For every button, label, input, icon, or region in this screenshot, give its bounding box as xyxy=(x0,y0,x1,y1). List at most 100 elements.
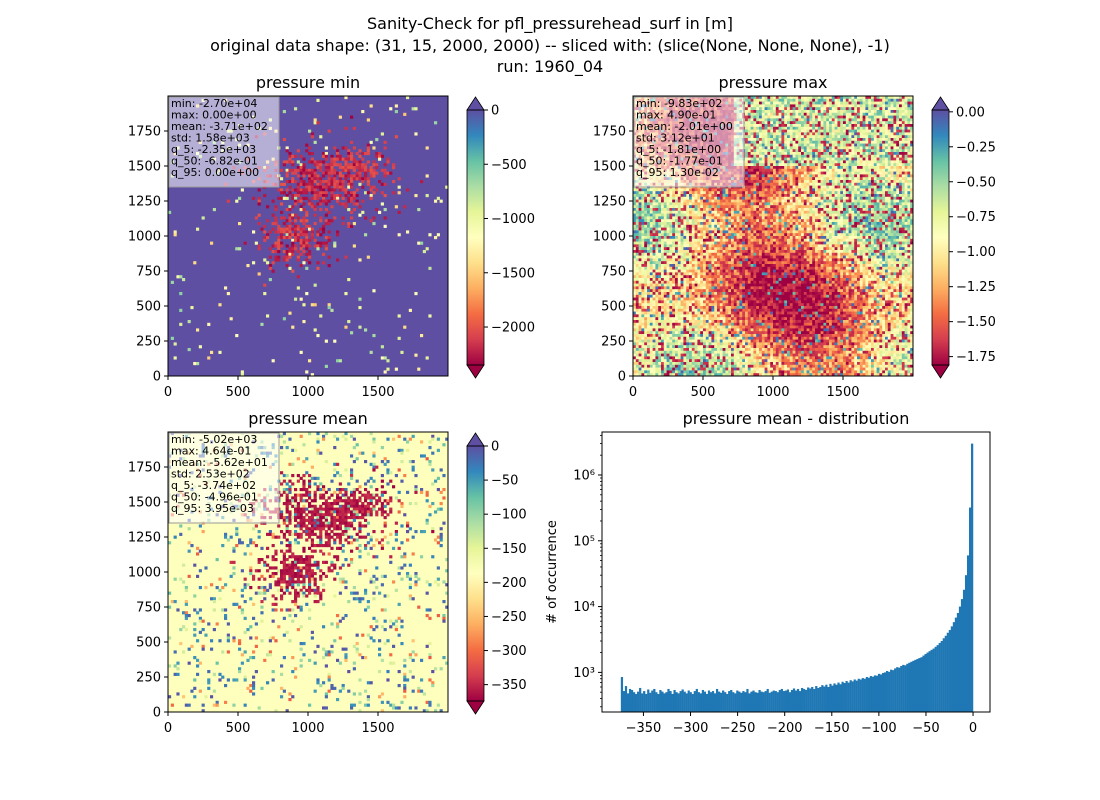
heatmap-cell xyxy=(795,124,799,128)
heatmap-cell xyxy=(394,205,398,209)
heatmap-cell xyxy=(753,107,757,111)
heatmap-cell xyxy=(837,124,841,128)
heatmap-cell xyxy=(803,188,807,192)
heatmap-cell xyxy=(775,163,779,167)
heatmap-cell xyxy=(820,140,824,144)
heatmap-cell xyxy=(669,199,673,203)
heatmap-cell xyxy=(761,107,765,111)
heatmap-cell xyxy=(890,163,894,167)
heatmap-cell xyxy=(417,208,421,212)
heatmap-cell xyxy=(843,138,847,142)
heatmap-cell xyxy=(787,110,791,114)
heatmap-cell xyxy=(756,154,760,158)
heatmap-cell xyxy=(747,135,751,139)
heatmap-cell xyxy=(719,202,723,206)
heatmap-cell xyxy=(885,160,889,164)
heatmap-cell xyxy=(308,224,312,228)
heatmap-cell xyxy=(899,115,903,119)
heatmap-cell xyxy=(781,196,785,200)
heatmap-cell xyxy=(840,110,844,114)
heatmap-cell xyxy=(787,101,791,105)
heatmap-cell xyxy=(316,174,320,178)
heatmap-cell xyxy=(333,180,337,184)
heatmap-cell xyxy=(285,224,289,228)
heatmap-cell xyxy=(422,250,426,254)
heatmap-cell xyxy=(829,157,833,161)
heatmap-cell xyxy=(840,107,844,111)
heatmap-cell xyxy=(336,359,340,363)
heatmap-cell xyxy=(731,196,735,200)
heatmap-cell xyxy=(380,356,384,360)
heatmap-cell xyxy=(347,182,351,186)
heatmap-cell xyxy=(820,126,824,130)
heatmap-cell xyxy=(750,180,754,184)
heatmap-cell xyxy=(350,115,354,119)
heatmap-cell xyxy=(871,160,875,164)
heatmap-cell xyxy=(904,166,908,170)
heatmap-cell xyxy=(310,303,314,307)
heatmap-cell xyxy=(787,121,791,125)
heatmap-cell xyxy=(854,135,858,139)
heatmap-cell xyxy=(792,188,796,192)
heatmap-cell xyxy=(750,98,754,102)
heatmap-cell xyxy=(700,194,704,198)
heatmap-cell xyxy=(840,96,844,100)
heatmap-cell xyxy=(879,146,883,150)
heatmap-cell xyxy=(330,182,334,186)
heatmap-cell xyxy=(263,283,267,287)
heatmap-cell xyxy=(288,252,292,256)
heatmap-cell xyxy=(333,194,337,198)
heatmap-cell xyxy=(336,182,340,186)
heatmap-cell xyxy=(764,132,768,136)
heatmap-cell xyxy=(865,146,869,150)
heatmap-cell xyxy=(745,202,749,206)
heatmap-cell xyxy=(753,135,757,139)
heatmap-cell xyxy=(644,196,648,200)
heatmap-cell xyxy=(722,208,726,212)
heatmap-cell xyxy=(733,196,737,200)
heatmap-cell xyxy=(322,171,326,175)
heatmap-cell xyxy=(871,166,875,170)
heatmap-cell xyxy=(347,168,351,172)
heatmap-cell xyxy=(745,107,749,111)
heatmap-cell xyxy=(787,112,791,116)
heatmap-cell xyxy=(820,154,824,158)
heatmap-cell xyxy=(845,129,849,133)
heatmap-cell xyxy=(826,191,830,195)
heatmap-cell xyxy=(324,222,328,226)
heatmap-cell xyxy=(882,98,886,102)
heatmap-cell xyxy=(876,126,880,130)
heatmap-cell xyxy=(302,166,306,170)
heatmap-cell xyxy=(809,196,813,200)
heatmap-cell xyxy=(845,199,849,203)
heatmap-cell xyxy=(761,126,765,130)
heatmap-cell xyxy=(316,191,320,195)
heatmap-cell xyxy=(436,196,440,200)
heatmap-cell xyxy=(868,146,872,150)
heatmap-cell xyxy=(369,185,373,189)
heatmap-cell xyxy=(798,149,802,153)
heatmap-cell xyxy=(829,107,833,111)
heatmap-cell xyxy=(837,149,841,153)
heatmap-cell xyxy=(837,152,841,156)
heatmap-cell xyxy=(868,185,872,189)
heatmap-cell xyxy=(885,191,889,195)
heatmap-cell xyxy=(652,199,656,203)
heatmap-cell xyxy=(338,115,342,119)
heatmap-cell xyxy=(876,177,880,181)
heatmap-cell xyxy=(862,124,866,128)
heatmap-cell xyxy=(313,194,317,198)
heatmap-cell xyxy=(344,126,348,130)
heatmap-cell xyxy=(747,140,751,144)
y-tick-label: 750 xyxy=(136,265,161,280)
heatmap-cell xyxy=(901,171,905,175)
heatmap-cell xyxy=(871,191,875,195)
heatmap-cell xyxy=(719,208,723,212)
heatmap-cell xyxy=(817,124,821,128)
heatmap-cell xyxy=(826,146,830,150)
heatmap-cell xyxy=(386,160,390,164)
heatmap-cell xyxy=(795,185,799,189)
heatmap-cell xyxy=(801,171,805,175)
heatmap-cell xyxy=(826,149,830,153)
heatmap-cell xyxy=(829,104,833,108)
